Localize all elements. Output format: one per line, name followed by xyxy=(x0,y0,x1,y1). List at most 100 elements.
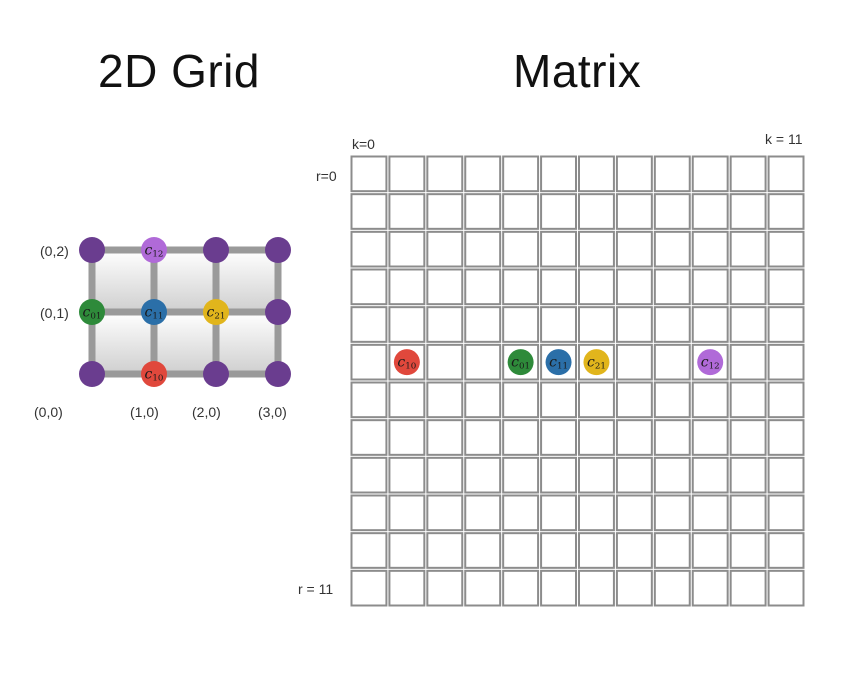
matrix-cell xyxy=(767,569,805,607)
matrix-cell xyxy=(388,268,426,306)
matrix-cell xyxy=(502,155,540,193)
matrix-node-circle xyxy=(507,349,534,376)
matrix-cell xyxy=(615,569,653,607)
matrix-cell xyxy=(502,456,540,494)
matrix-cell xyxy=(388,569,426,607)
grid-node-circle xyxy=(265,237,291,263)
matrix-cell xyxy=(350,155,388,193)
matrix-cell xyxy=(540,494,577,532)
matrix-label-r-start: r=0 xyxy=(316,168,337,184)
matrix-node-circle xyxy=(583,349,610,376)
matrix-cell xyxy=(615,532,653,569)
matrix-cell xyxy=(388,381,426,419)
matrix-cell xyxy=(767,381,805,419)
cell-c10: c10 xyxy=(393,349,420,376)
matrix-cell xyxy=(691,456,729,494)
node-3-0 xyxy=(265,361,291,387)
grid-node-circle xyxy=(265,299,291,325)
matrix-cell xyxy=(729,419,767,456)
matrix-cell xyxy=(615,268,653,306)
node-2-0 xyxy=(203,361,229,387)
matrix-cell xyxy=(426,268,464,306)
matrix-cell xyxy=(578,193,615,230)
matrix-cell xyxy=(615,419,653,456)
matrix-cell xyxy=(350,494,388,532)
matrix-cell xyxy=(464,569,502,607)
node-2-2 xyxy=(203,237,229,263)
grid-cell xyxy=(216,250,278,312)
matrix-cell xyxy=(464,268,502,306)
matrix-node-circle xyxy=(393,349,420,376)
matrix-cell xyxy=(615,494,653,532)
matrix-cell xyxy=(426,569,464,607)
matrix-cell xyxy=(767,494,805,532)
matrix-cell xyxy=(540,193,577,230)
grid-cell xyxy=(154,312,216,374)
matrix-cell xyxy=(691,268,729,306)
matrix-cell xyxy=(767,343,805,381)
grid-node-circle xyxy=(79,299,105,325)
matrix-cell xyxy=(502,306,540,343)
matrix-cell xyxy=(350,193,388,230)
matrix-cell xyxy=(426,381,464,419)
grid-title: 2D Grid xyxy=(98,45,260,97)
matrix-cell xyxy=(464,155,502,193)
grid-node-circle xyxy=(265,361,291,387)
matrix-cell xyxy=(350,456,388,494)
matrix-cell xyxy=(464,193,502,230)
matrix-cell xyxy=(464,343,502,381)
matrix-cell xyxy=(653,419,691,456)
matrix-cell xyxy=(578,155,615,193)
matrix-cell xyxy=(464,306,502,343)
matrix-cell xyxy=(729,343,767,381)
matrix-cell xyxy=(540,456,577,494)
grid-cell xyxy=(216,312,278,374)
matrix-cell xyxy=(729,532,767,569)
matrix-label-r-end: r = 11 xyxy=(298,581,334,597)
node-1-0: c10 xyxy=(141,361,167,387)
matrix-cell xyxy=(540,155,577,193)
cell-c01: c01 xyxy=(507,349,534,376)
grid-node-circle xyxy=(203,299,229,325)
matrix-cell xyxy=(540,306,577,343)
cell-c12: c12 xyxy=(697,349,724,376)
matrix-cell xyxy=(653,569,691,607)
matrix-cell xyxy=(615,155,653,193)
matrix-cell xyxy=(388,494,426,532)
matrix-cell xyxy=(388,419,426,456)
matrix-cell xyxy=(767,230,805,268)
matrix-node-circle xyxy=(697,349,724,376)
grid-label-0-2: (0,2) xyxy=(40,243,69,259)
matrix-cell xyxy=(729,155,767,193)
matrix-cell xyxy=(653,193,691,230)
matrix-cell xyxy=(426,230,464,268)
matrix-cell xyxy=(540,419,577,456)
matrix-cell xyxy=(578,456,615,494)
matrix-cell xyxy=(578,268,615,306)
matrix-cell xyxy=(388,532,426,569)
matrix-cell xyxy=(729,456,767,494)
matrix-cell xyxy=(350,532,388,569)
grid-node-circle xyxy=(203,237,229,263)
matrix-cell xyxy=(540,230,577,268)
matrix-cell xyxy=(464,230,502,268)
matrix-cell xyxy=(578,381,615,419)
matrix-cell xyxy=(578,230,615,268)
matrix-cell xyxy=(767,306,805,343)
matrix-cell xyxy=(691,494,729,532)
grid-node-circle xyxy=(203,361,229,387)
grid-label-2-0: (2,0) xyxy=(192,404,221,420)
matrix-cell xyxy=(464,494,502,532)
matrix-cell xyxy=(653,230,691,268)
matrix-cell xyxy=(426,456,464,494)
matrix-cell xyxy=(653,381,691,419)
matrix-cell xyxy=(653,532,691,569)
matrix-cell xyxy=(426,193,464,230)
matrix-cell xyxy=(691,381,729,419)
matrix-node-circle xyxy=(545,349,572,376)
node-1-2: c12 xyxy=(141,237,167,263)
matrix-cell xyxy=(388,155,426,193)
grid-node-circle xyxy=(141,299,167,325)
matrix-cell xyxy=(578,419,615,456)
